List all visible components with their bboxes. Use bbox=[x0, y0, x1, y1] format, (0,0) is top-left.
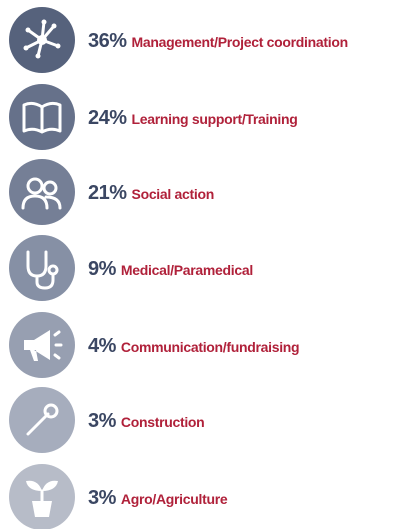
item-percent: 36% bbox=[88, 30, 127, 52]
icon-wrench bbox=[26, 412, 50, 436]
icon-dot bbox=[51, 23, 57, 29]
icon bbox=[26, 480, 58, 517]
icon-mega bbox=[24, 330, 50, 361]
icon-dot bbox=[35, 53, 41, 59]
icon-body bbox=[21, 194, 62, 210]
item-text: 4% Communication/fundraising bbox=[88, 335, 299, 357]
item-row: 24% Learning support/Training bbox=[9, 84, 298, 150]
icon-head bbox=[42, 180, 58, 196]
icon-head bbox=[26, 177, 44, 195]
icon-circle bbox=[9, 159, 75, 225]
icon bbox=[26, 250, 59, 290]
icon-ray bbox=[53, 330, 61, 337]
icon-wrench-head bbox=[43, 403, 59, 419]
item-row: 4% Communication/fundraising bbox=[9, 312, 300, 378]
icon bbox=[22, 101, 62, 134]
item-percent: 4% bbox=[88, 335, 117, 357]
item-percent: 3% bbox=[88, 487, 117, 509]
icon-dot bbox=[55, 43, 61, 49]
item-text: 36% Management/Project coordination bbox=[88, 30, 348, 52]
item-text: 9% Medical/Paramedical bbox=[88, 258, 253, 280]
icon bbox=[24, 330, 63, 361]
item-row: 9% Medical/Paramedical bbox=[9, 235, 253, 301]
item-text: 3% Agro/Agriculture bbox=[88, 487, 228, 509]
item-percent: 24% bbox=[88, 107, 127, 129]
icon bbox=[21, 177, 62, 210]
icon bbox=[26, 403, 59, 436]
icon-dot bbox=[25, 27, 31, 33]
item-label: Learning support/Training bbox=[132, 111, 298, 127]
item-label: Medical/Paramedical bbox=[121, 262, 253, 278]
icon-steth bbox=[26, 250, 55, 290]
item-row: 21% Social action bbox=[9, 159, 214, 225]
item-label: Agro/Agriculture bbox=[121, 491, 228, 507]
icon-ray bbox=[53, 353, 61, 360]
icon-circle bbox=[9, 235, 75, 301]
item-label: Social action bbox=[132, 186, 214, 202]
item-percent: 9% bbox=[88, 258, 117, 280]
icon-leaf bbox=[26, 480, 58, 491]
item-row: 36% Management/Project coordination bbox=[9, 7, 348, 73]
item-row: 3% Construction bbox=[9, 387, 205, 453]
item-row: 3% Agro/Agriculture bbox=[9, 464, 228, 529]
icon bbox=[23, 19, 61, 59]
item-label: Construction bbox=[121, 414, 205, 430]
icon-dot bbox=[41, 19, 47, 25]
item-text: 3% Construction bbox=[88, 410, 204, 432]
icon-book bbox=[22, 101, 62, 134]
item-percent: 3% bbox=[88, 410, 117, 432]
item-percent: 21% bbox=[88, 182, 127, 204]
icon-dot bbox=[37, 35, 47, 45]
item-label: Management/Project coordination bbox=[132, 34, 348, 50]
item-text: 21% Social action bbox=[88, 182, 214, 204]
icon-dot bbox=[47, 264, 59, 276]
icon-dot bbox=[23, 45, 29, 51]
item-label: Communication/fundraising bbox=[121, 339, 299, 355]
item-text: 24% Learning support/Training bbox=[88, 107, 297, 129]
icon-pot bbox=[32, 501, 52, 517]
